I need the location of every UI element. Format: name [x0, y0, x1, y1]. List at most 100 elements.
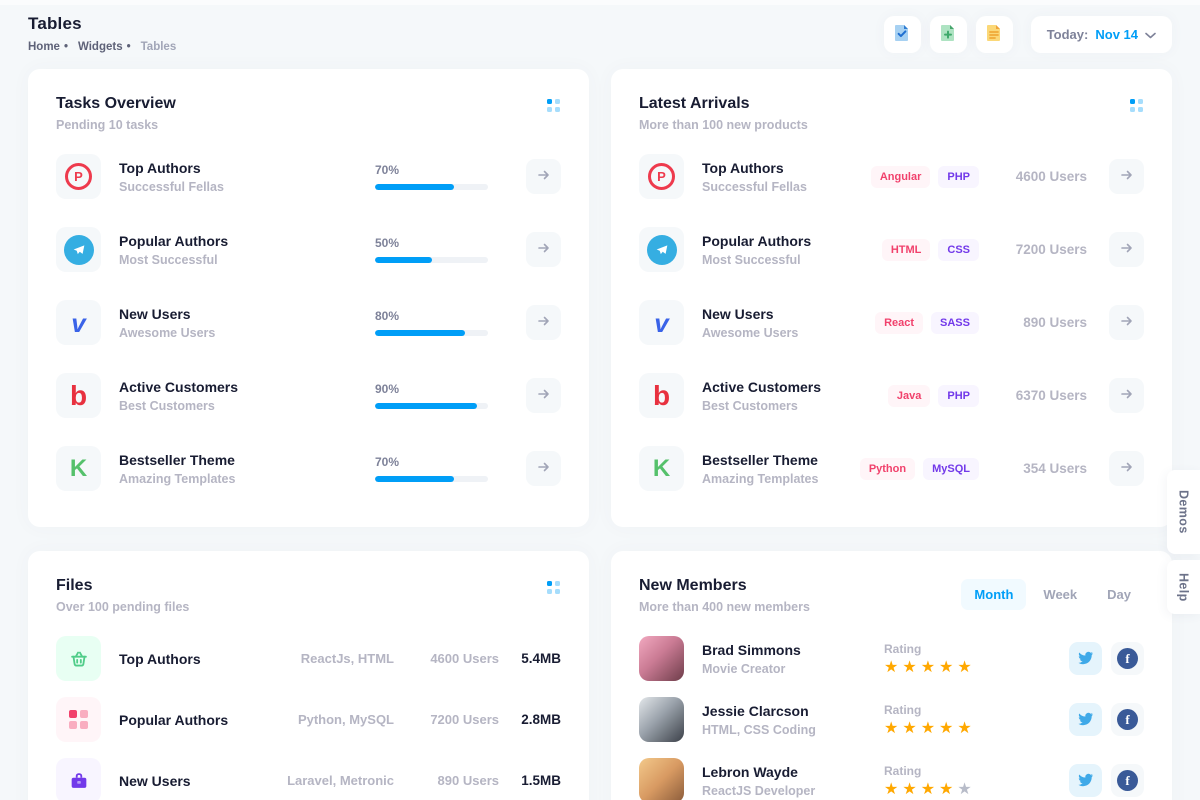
twitter-button[interactable]	[1069, 703, 1102, 736]
tag-badge[interactable]: Angular	[870, 165, 931, 188]
row-arrow-button[interactable]	[1109, 378, 1144, 413]
progress-fill	[375, 403, 477, 409]
file-title[interactable]: Popular Authors	[119, 711, 229, 728]
row-arrow-button[interactable]	[1109, 232, 1144, 267]
card-menu-icon[interactable]	[547, 99, 561, 113]
file-tech: Python, MySQL	[297, 712, 394, 727]
file-tech: Laravel, Metronic	[287, 773, 394, 788]
twitter-icon	[1077, 771, 1094, 791]
file-lines-button[interactable]	[975, 16, 1013, 53]
tag-badge[interactable]: HTML	[881, 238, 931, 261]
arrival-text: Active Customers Best Customers	[702, 379, 829, 413]
tag-badge[interactable]: Python	[859, 457, 916, 480]
member-name[interactable]: Brad Simmons	[702, 641, 801, 658]
arrival-title[interactable]: Active Customers	[702, 378, 822, 395]
tag-badge[interactable]: PHP	[938, 384, 979, 407]
file-check-button[interactable]	[883, 16, 921, 53]
producthunt-icon: P	[56, 154, 101, 199]
tasks-overview-header: Tasks Overview Pending 10 tasks	[28, 69, 589, 132]
row-arrow-button[interactable]	[526, 378, 561, 413]
progress-label: 70%	[375, 163, 400, 177]
tab-day[interactable]: Day	[1094, 579, 1144, 610]
arrival-title[interactable]: Popular Authors	[702, 232, 812, 249]
arrival-subtitle: Amazing Templates	[702, 471, 819, 486]
files-header: Files Over 100 pending files	[28, 551, 589, 614]
file-title[interactable]: Top Authors	[119, 650, 201, 667]
member-text: Lebron Wayde ReactJS Developer	[702, 764, 884, 798]
file-text: Popular Authors	[119, 712, 264, 728]
tasks-overview-heading: Tasks Overview Pending 10 tasks	[56, 95, 176, 132]
card-title: Tasks Overview	[56, 95, 176, 112]
stars-filled: ★★★★★	[884, 719, 976, 737]
facebook-icon: f	[1117, 770, 1138, 791]
avatar	[639, 697, 684, 742]
row-arrow-button[interactable]	[526, 232, 561, 267]
tag-badge[interactable]: PHP	[938, 165, 979, 188]
arrow-right-icon	[1119, 459, 1135, 478]
facebook-button[interactable]: f	[1111, 642, 1144, 675]
arrival-title[interactable]: Bestseller Theme	[702, 451, 818, 468]
facebook-button[interactable]: f	[1111, 764, 1144, 797]
basket-icon	[56, 636, 101, 681]
task-title[interactable]: Top Authors	[119, 159, 201, 176]
task-title[interactable]: Bestseller Theme	[119, 451, 235, 468]
card-subtitle: More than 400 new members	[639, 600, 810, 614]
file-title[interactable]: New Users	[119, 772, 191, 789]
tag-badge[interactable]: MySQL	[923, 457, 979, 480]
file-users: 4600 Users	[430, 651, 499, 666]
task-title[interactable]: Popular Authors	[119, 232, 229, 249]
latest-arrivals-header: Latest Arrivals More than 100 new produc…	[611, 69, 1172, 132]
member-name[interactable]: Jessie Clarcson	[702, 702, 809, 719]
tab-week[interactable]: Week	[1030, 579, 1090, 610]
twitter-button[interactable]	[1069, 764, 1102, 797]
arrow-right-icon	[536, 240, 552, 259]
demos-side-tab[interactable]: Demos	[1167, 470, 1200, 554]
tag-badge[interactable]: SASS	[931, 311, 979, 334]
rating-label: Rating	[884, 702, 922, 717]
file-row: Popular Authors Python, MySQL 7200 Users…	[56, 697, 561, 742]
card-menu-icon[interactable]	[547, 581, 561, 595]
twitter-button[interactable]	[1069, 642, 1102, 675]
member-text: Jessie Clarcson HTML, CSS Coding	[702, 703, 884, 737]
users-count: 6370 Users	[1015, 388, 1087, 403]
tag-badge[interactable]: CSS	[938, 238, 979, 261]
task-subtitle: Awesome Users	[119, 325, 216, 340]
card-subtitle: Over 100 pending files	[56, 600, 190, 614]
file-plus-button[interactable]	[929, 16, 967, 53]
row-arrow-button[interactable]	[1109, 305, 1144, 340]
member-name[interactable]: Lebron Wayde	[702, 763, 798, 780]
task-title[interactable]: Active Customers	[119, 378, 239, 395]
card-title: Latest Arrivals	[639, 95, 750, 112]
card-menu-icon[interactable]	[1130, 99, 1144, 113]
tasks-overview-card: Tasks Overview Pending 10 tasks P Top Au…	[28, 69, 589, 527]
facebook-button[interactable]: f	[1111, 703, 1144, 736]
breadcrumb-widgets[interactable]: Widgets	[78, 41, 131, 53]
arrival-title[interactable]: Top Authors	[702, 159, 784, 176]
row-arrow-button[interactable]	[1109, 451, 1144, 486]
arrival-title[interactable]: New Users	[702, 305, 774, 322]
breadcrumb-home[interactable]: Home	[28, 41, 68, 53]
rating-label: Rating	[884, 641, 922, 656]
tab-month[interactable]: Month	[961, 579, 1027, 610]
producthunt-icon: P	[639, 154, 684, 199]
tag-badge[interactable]: React	[875, 311, 924, 334]
file-plus-icon	[938, 23, 958, 46]
row-arrow-button[interactable]	[1109, 159, 1144, 194]
row-arrow-button[interactable]	[526, 305, 561, 340]
task-title[interactable]: New Users	[119, 305, 191, 322]
file-check-icon	[892, 23, 912, 46]
date-picker-button[interactable]: Today: Nov 14	[1030, 16, 1172, 53]
task-progress: 70%	[375, 163, 488, 190]
period-tabs: Month Week Day	[961, 579, 1144, 610]
grid-squares	[68, 709, 89, 730]
help-side-tab[interactable]: Help	[1167, 560, 1200, 614]
twitter-icon	[1077, 649, 1094, 669]
row-arrow-button[interactable]	[526, 159, 561, 194]
bebo-icon: b	[639, 373, 684, 418]
tag-badge[interactable]: Java	[887, 384, 931, 407]
row-arrow-button[interactable]	[526, 451, 561, 486]
new-members-heading: New Members More than 400 new members	[639, 577, 810, 614]
arrival-tags: Python MySQL	[829, 457, 979, 480]
new-members-card: New Members More than 400 new members Mo…	[611, 551, 1172, 800]
tasks-list: P Top Authors Successful Fellas 70% Popu…	[28, 132, 589, 519]
